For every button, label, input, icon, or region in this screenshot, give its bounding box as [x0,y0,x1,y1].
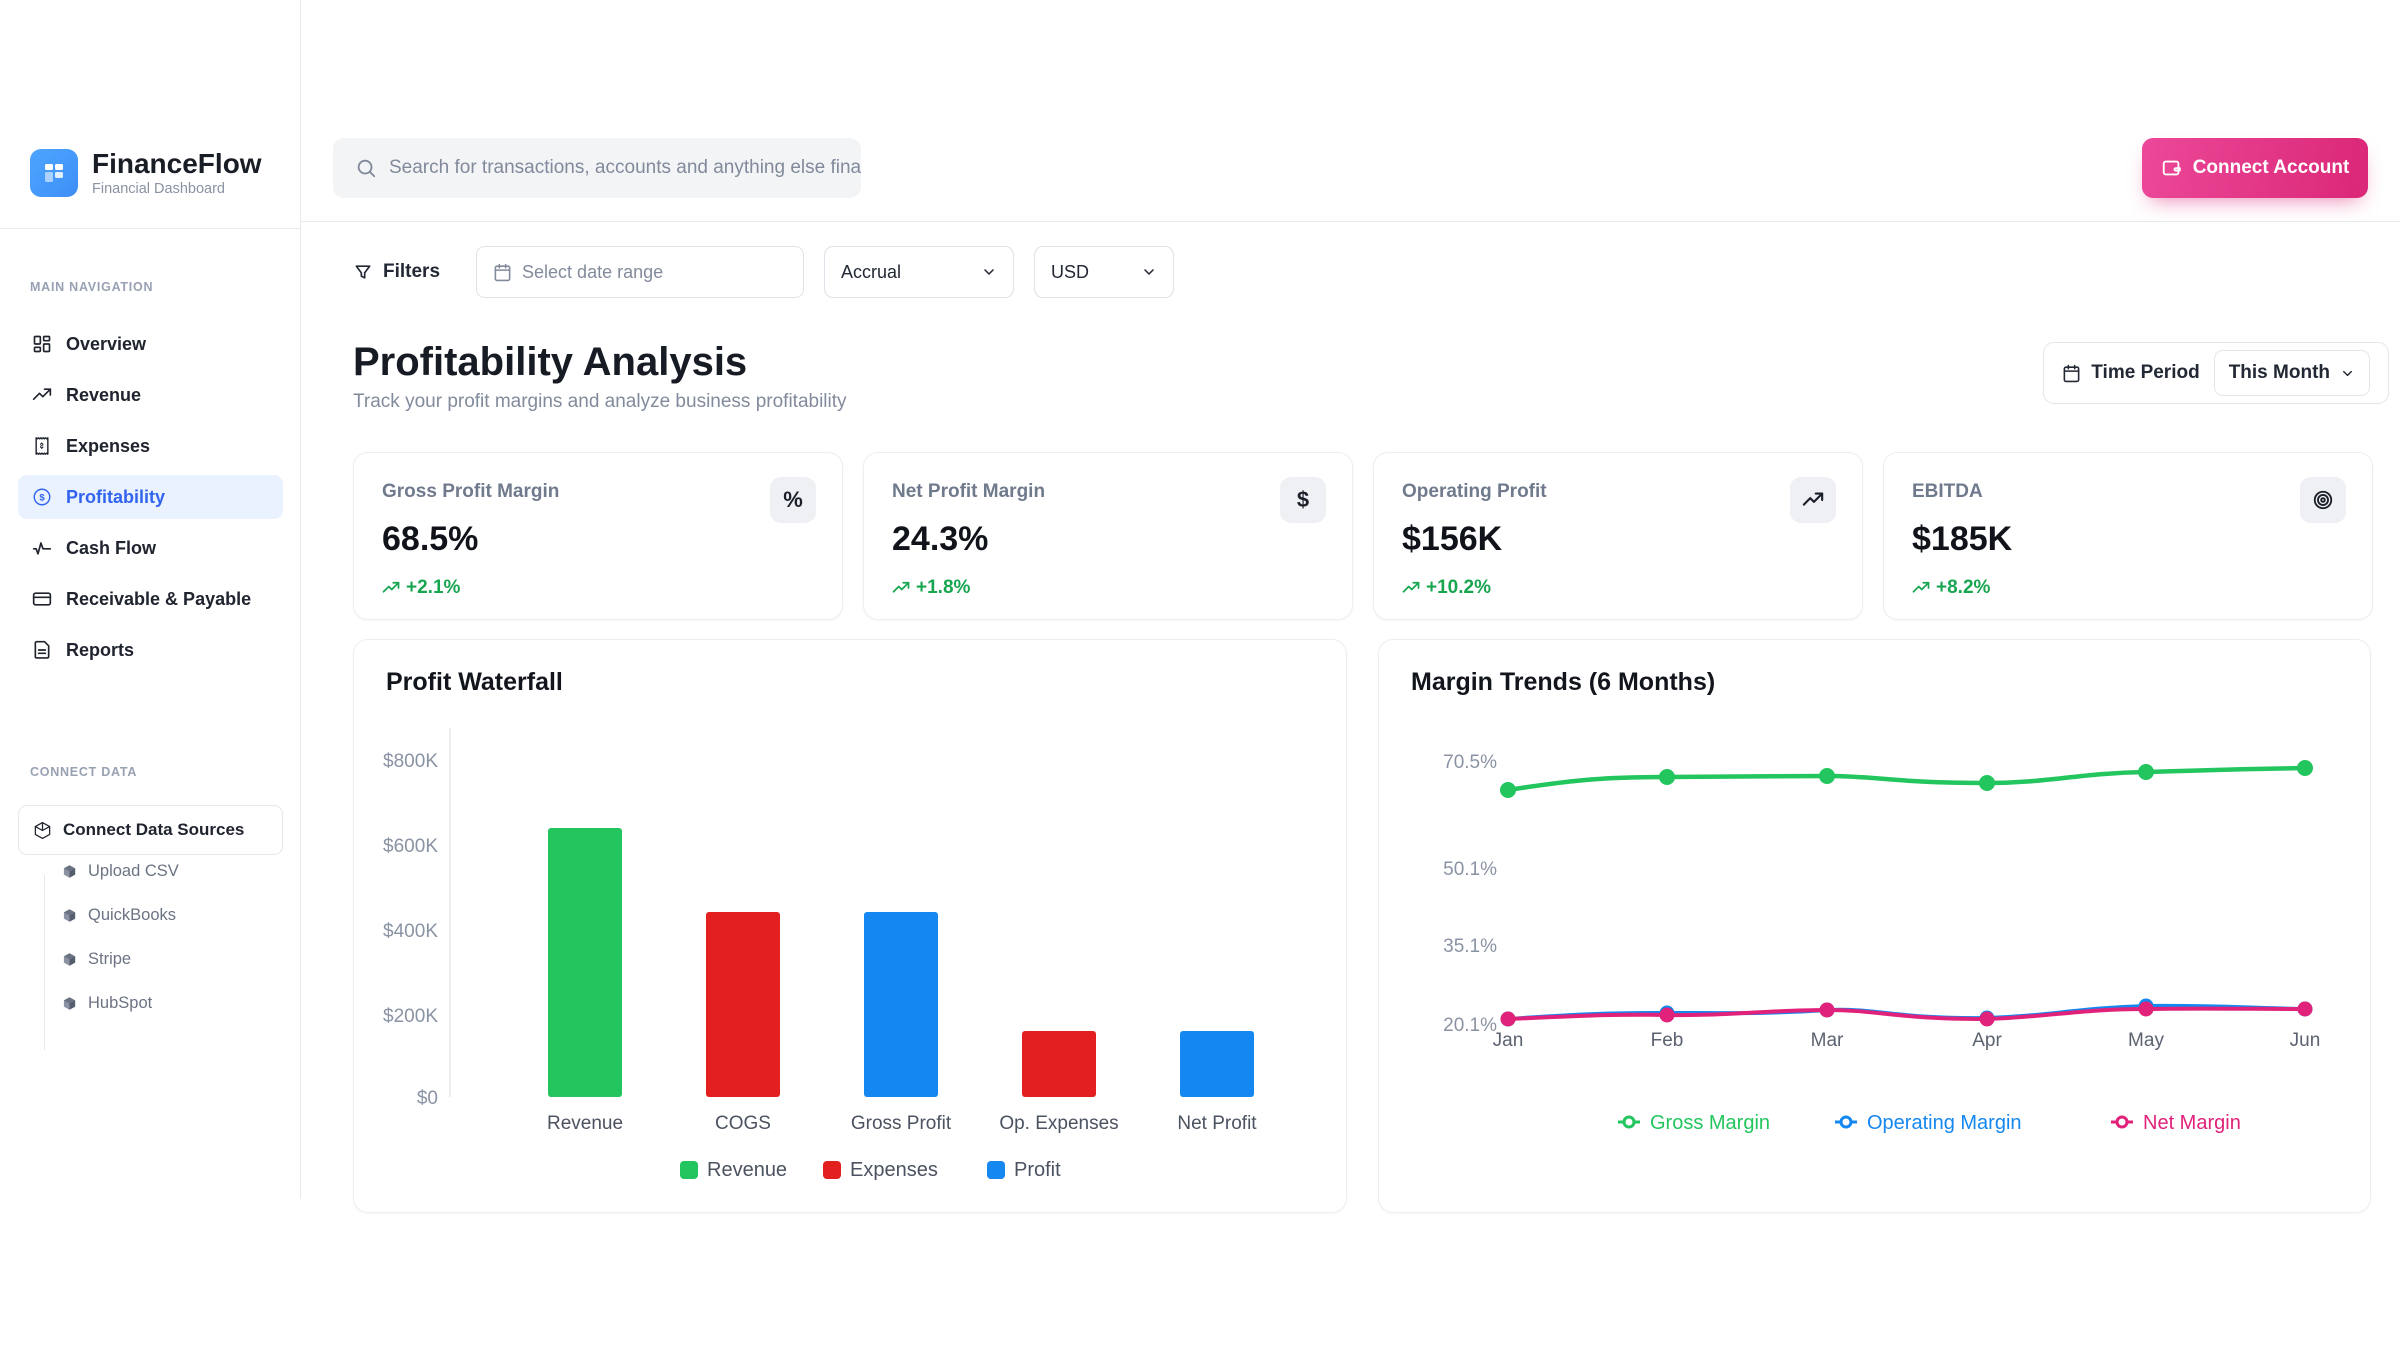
svg-text:50.1%: 50.1% [1443,859,1497,880]
svg-text:Apr: Apr [1972,1030,2002,1051]
svg-text:Jan: Jan [1493,1030,1524,1051]
svg-text:$: $ [39,493,45,504]
svg-text:Revenue: Revenue [707,1159,787,1181]
svg-text:Jun: Jun [2290,1030,2321,1051]
svg-text:35.1%: 35.1% [1443,936,1497,957]
svg-text:$200K: $200K [383,1006,438,1027]
svg-text:Feb: Feb [1651,1030,1684,1051]
svg-text:$800K: $800K [383,751,438,772]
svg-text:Profit: Profit [1014,1159,1061,1181]
svg-text:Gross Profit: Gross Profit [851,1113,952,1134]
svg-text:Net Margin: Net Margin [2143,1112,2241,1134]
svg-text:Operating Margin: Operating Margin [1867,1112,2022,1134]
svg-text:70.5%: 70.5% [1443,752,1497,773]
svg-text:COGS: COGS [715,1113,771,1134]
svg-text:Op. Expenses: Op. Expenses [999,1113,1118,1134]
svg-text:$0: $0 [417,1088,438,1109]
svg-text:Net Profit: Net Profit [1177,1113,1257,1134]
svg-text:Gross Margin: Gross Margin [1650,1112,1770,1134]
svg-text:May: May [2128,1030,2164,1051]
svg-text:Expenses: Expenses [850,1159,938,1181]
svg-text:$600K: $600K [383,836,438,857]
svg-text:Mar: Mar [1811,1030,1844,1051]
svg-text:Revenue: Revenue [547,1113,623,1134]
svg-text:20.1%: 20.1% [1443,1015,1497,1036]
svg-text:$400K: $400K [383,921,438,942]
